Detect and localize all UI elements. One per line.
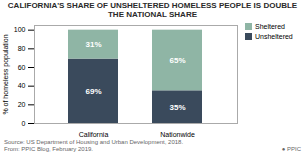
svg-text:0: 0 <box>22 120 26 127</box>
html-text:Sheltered: Sheltered <box>255 23 285 31</box>
svg-text:31%: 31% <box>85 41 101 50</box>
svg-text:69%: 69% <box>85 87 101 96</box>
html-text:Unsheltered: Unsheltered <box>255 33 293 41</box>
html-text:CALIFORNIA'S SHARE OF UNSHELTE: CALIFORNIA'S SHARE OF UNSHELTERED HOMELE… <box>7 1 298 20</box>
svg-text:Nationwide: Nationwide <box>160 132 195 139</box>
svg-text:20: 20 <box>18 101 26 108</box>
svg-text:% of homeless population: % of homeless population <box>2 35 10 115</box>
svg-text:60: 60 <box>18 64 26 71</box>
svg-text:40: 40 <box>18 83 26 90</box>
svg-text:35%: 35% <box>169 103 185 112</box>
svg-text:80: 80 <box>18 45 26 52</box>
svg-text:100: 100 <box>14 27 26 34</box>
svg-text:65%: 65% <box>169 56 185 65</box>
svg-text:California: California <box>79 132 109 139</box>
html-text:Source: US Department of Housi: Source: US Department of Housing and Urb… <box>4 139 184 153</box>
html-text:● PPIC: ● PPIC <box>281 146 301 153</box>
